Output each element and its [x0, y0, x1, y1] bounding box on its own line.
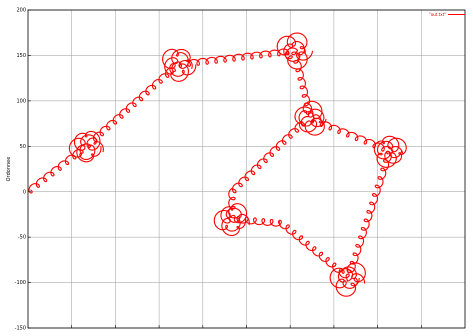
- series-coil: [329, 262, 366, 297]
- series-coil: [276, 32, 314, 70]
- x-axis-ticks: [71, 325, 422, 328]
- y-axis-ticks: -150 -100 -50 0 50 100 150 200: [15, 8, 31, 332]
- y-tick-label: 150: [16, 53, 26, 59]
- y-tick-label: -150: [15, 326, 26, 332]
- series-out-txt: [28, 32, 407, 297]
- series-coil: [162, 48, 197, 82]
- y-tick-label: 200: [16, 8, 26, 14]
- series-coil: [294, 100, 327, 136]
- y-tick-label: 100: [16, 98, 26, 104]
- grid-lines: [28, 9, 465, 329]
- series-line: [28, 47, 394, 282]
- series-coil: [373, 135, 407, 168]
- y-tick-label: 0: [23, 189, 26, 195]
- y-tick-label: 50: [20, 144, 26, 150]
- legend-label-out-txt: "out.txt": [429, 12, 446, 17]
- y-tick-label: -100: [15, 280, 26, 286]
- series-layer: [28, 32, 407, 297]
- y-tick-label: -50: [18, 235, 26, 241]
- series-coil: [213, 203, 250, 237]
- series-coil: [68, 130, 104, 163]
- legend: "out.txt": [429, 12, 465, 17]
- y-axis-label: Ordonnee: [6, 157, 12, 182]
